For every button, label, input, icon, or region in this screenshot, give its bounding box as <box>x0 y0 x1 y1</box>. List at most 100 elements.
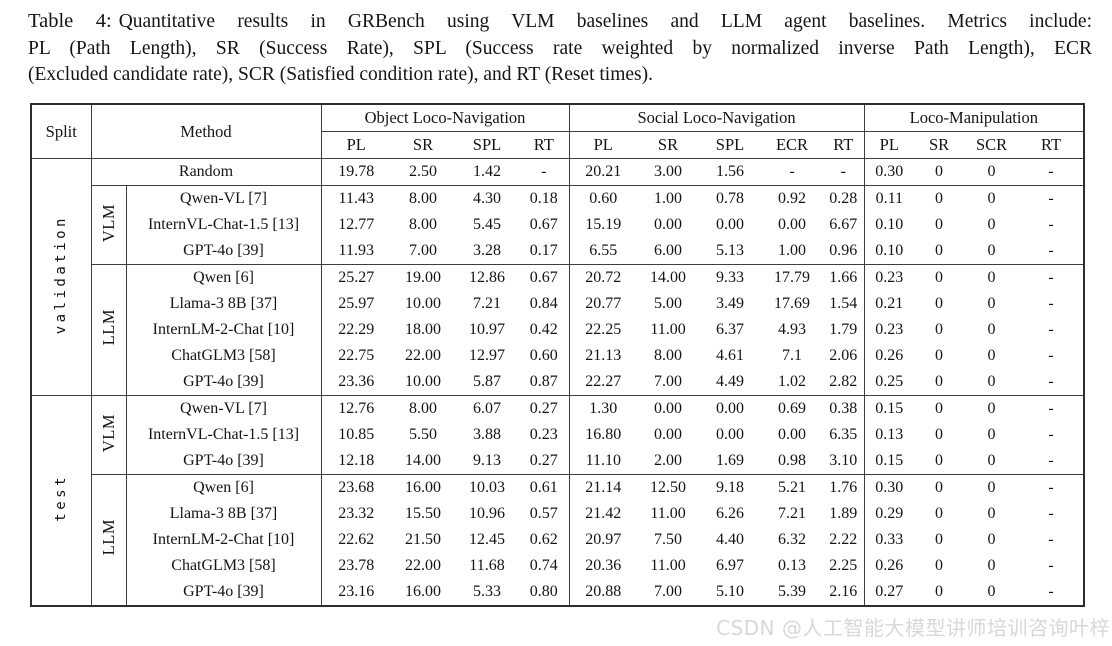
method-cell: Random <box>91 158 321 186</box>
metric-value: 15.50 <box>405 504 441 522</box>
metric-value: 22.00 <box>405 556 441 574</box>
caption-line-3: (Excluded candidate rate), SCR (Satisfie… <box>28 64 653 85</box>
metric-value: 23.68 <box>320 474 391 501</box>
metric-value: 0.80 <box>519 579 570 607</box>
metric-value: 0.00 <box>716 425 745 443</box>
caption-line-1: Table 4: Quantitative results in GRBench … <box>28 8 1092 36</box>
metric-header: SPL <box>455 131 519 159</box>
column-header-split: Split <box>31 104 92 159</box>
metric-value: 1.69 <box>699 448 762 475</box>
metric-value: 11.00 <box>650 504 686 522</box>
metric-value: 7.50 <box>654 530 683 548</box>
metric-value: 0 <box>987 504 996 522</box>
metric-value: 5.50 <box>409 425 437 443</box>
method-cell: GPT-4o [39] <box>126 579 321 607</box>
metric-value: 21.13 <box>568 343 638 369</box>
method-cell: Qwen [6] <box>193 478 254 496</box>
metric-value: 0.28 <box>829 189 858 207</box>
metric-value: - <box>1048 215 1054 233</box>
metric-value: 6.00 <box>637 238 700 265</box>
metric-value: 0.00 <box>654 399 683 417</box>
metric-value: 3.28 <box>455 238 519 265</box>
metric-value: 0.23 <box>863 317 915 343</box>
metric-value: 8.00 <box>409 189 437 207</box>
metric-value: 0.61 <box>529 478 558 496</box>
metric-value: 19.00 <box>405 268 441 286</box>
metric-value: 2.22 <box>829 530 858 548</box>
metric-header: RT <box>823 131 865 159</box>
metric-value: 12.18 <box>320 448 391 475</box>
metric-value: 8.00 <box>409 399 437 417</box>
table-header: Split Method Object Loco-Navigation Soci… <box>31 104 1085 159</box>
metric-value: 0.67 <box>529 215 558 233</box>
metric-value: 2.06 <box>829 346 858 364</box>
metric-value: 3.88 <box>473 425 501 443</box>
metric-value: 0.30 <box>863 474 915 501</box>
metric-value: 22.25 <box>568 317 638 343</box>
metric-value: 1.89 <box>829 504 858 522</box>
metric-value: 20.88 <box>568 579 638 607</box>
metric-value: 3.49 <box>716 294 745 312</box>
metric-value: 0.23 <box>529 425 558 443</box>
metric-value: 2.82 <box>823 369 865 396</box>
metric-value: 0 <box>914 238 965 265</box>
metric-value: 0 <box>987 268 996 286</box>
metric-value: 0.87 <box>519 369 570 396</box>
metric-value: 0.74 <box>529 556 558 574</box>
metric-value: 12.50 <box>650 478 687 496</box>
metric-value: 0.29 <box>863 501 915 527</box>
metric-value: - <box>823 158 865 186</box>
metric-value: 0 <box>987 556 996 574</box>
metric-value: - <box>1019 158 1085 186</box>
metric-value: 6.97 <box>716 556 745 574</box>
metric-value: 21.42 <box>568 501 638 527</box>
metric-value: 0.60 <box>568 185 638 212</box>
metric-value: 20.21 <box>568 158 638 186</box>
results-table: Split Method Object Loco-Navigation Soci… <box>30 103 1086 607</box>
metric-value: 6.32 <box>778 530 807 548</box>
metric-value: 1.30 <box>568 395 638 422</box>
metric-value: 0.00 <box>778 425 807 443</box>
metric-value: 11.10 <box>568 448 638 475</box>
metric-value: 16.00 <box>405 478 441 496</box>
metric-value: 0 <box>914 579 965 607</box>
metric-value: 0.00 <box>654 215 683 233</box>
metric-value: 2.00 <box>637 448 700 475</box>
metric-value: 20.77 <box>568 291 638 317</box>
metric-value: 9.33 <box>716 268 745 286</box>
metric-value: - <box>1048 504 1054 522</box>
metric-value: 20.97 <box>568 527 638 553</box>
metric-header: SR <box>637 131 700 159</box>
metric-value: 0 <box>935 320 944 338</box>
type-rotated-text: VLM <box>98 203 118 242</box>
metric-value: 5.13 <box>699 238 762 265</box>
metric-value: - <box>1019 448 1085 475</box>
type-rotated-text: LLM <box>98 519 118 556</box>
table-body: validation Random 19.78 2.50 1.42-20.21 3.00 1… <box>31 158 1085 607</box>
metric-value: 23.36 <box>320 369 391 396</box>
metric-value: 0.00 <box>716 215 745 233</box>
metric-value: 15.19 <box>568 212 638 238</box>
metric-value: 18.00 <box>405 320 441 338</box>
metric-header: PL <box>568 131 638 159</box>
table-row: ChatGLM3 [58] 22.75 22.00 12.97 0.60 21.13 8.0… <box>31 343 1084 369</box>
metric-value: 0 <box>987 320 996 338</box>
metric-value: 2.16 <box>823 579 865 607</box>
metric-value: 14.00 <box>391 448 455 475</box>
metric-value: 0 <box>935 215 944 233</box>
method-cell: Qwen-VL [7] <box>180 189 267 207</box>
metric-value: - <box>1048 478 1054 496</box>
metric-value: 0 <box>935 346 944 364</box>
metric-value: 10.00 <box>405 294 441 312</box>
metric-value: 0 <box>935 530 944 548</box>
method-cell: ChatGLM3 [58] <box>171 556 276 574</box>
table-row: LLM Qwen [6] 23.68 16.00 10.03 0.61 21.14 12.50… <box>31 474 1084 607</box>
metric-value: - <box>1048 320 1054 338</box>
model-type-label-vlm: VLM <box>91 395 127 475</box>
metric-value: 0.15 <box>863 395 915 422</box>
metric-value: 5.33 <box>455 579 519 607</box>
metric-value: 0 <box>935 189 944 207</box>
metric-value: 0.38 <box>829 399 858 417</box>
metric-value: 1.56 <box>699 158 762 186</box>
metric-value: 5.00 <box>654 294 683 312</box>
